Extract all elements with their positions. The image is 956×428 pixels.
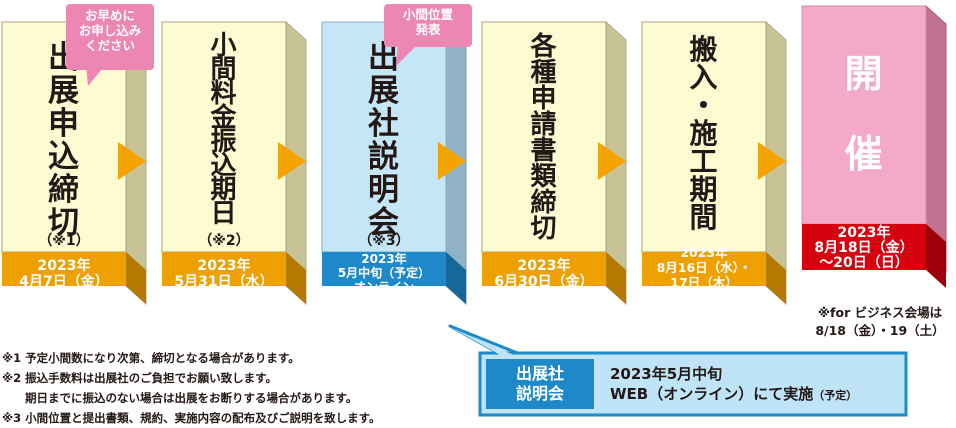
block-shape bbox=[1, 20, 147, 306]
callout-line-2: WEB（オンライン）にて実施（予定） bbox=[610, 385, 858, 403]
footnotes: ※1 予定小間数になり次第、締切となる場合があります。 ※2 振込手数料は出展社… bbox=[2, 348, 381, 428]
step-date: 2023年 8月18日（金） 〜20日（日） bbox=[814, 225, 914, 271]
step-date: 2023年 5月中旬（予定） オンライン bbox=[337, 252, 431, 294]
step-booth-fee-due: 小間料金振込期日 （※2） 2023年 5月31日（水） bbox=[161, 20, 310, 322]
arrow-icon bbox=[758, 142, 786, 180]
step-event: 開催 2023年 8月18日（金） 〜20日（日） bbox=[801, 4, 950, 306]
callout-line-1: 2023年5月中旬 bbox=[610, 365, 723, 383]
callout-shape bbox=[448, 324, 908, 417]
arrow-icon bbox=[438, 142, 466, 180]
step-application-documents-deadline: 各種申請書類締切 2023年 6月30日（金） bbox=[481, 20, 630, 322]
step-note: （※2） bbox=[198, 233, 250, 249]
callout-label: 出展社 説明会 bbox=[515, 364, 564, 403]
step-exhibitor-briefing: 出展社説明会 （※3） 2023年 5月中旬（予定） オンライン bbox=[321, 20, 470, 322]
block-shape bbox=[161, 20, 307, 306]
bubble-tail bbox=[396, 44, 418, 66]
step-date: 2023年 8月16日（水）・ 17日（木） bbox=[656, 245, 752, 290]
block-shape bbox=[481, 20, 627, 306]
block-shape bbox=[801, 4, 947, 288]
step-title: 開催 bbox=[844, 52, 884, 176]
footnote-3: ※3 小間位置と提出書類、規約、実施内容の配布及びご説明を致します。 bbox=[2, 411, 381, 425]
step-title: 各種申請書類締切 bbox=[530, 32, 558, 244]
step-date: 2023年 4月7日（金） bbox=[19, 258, 109, 290]
footnote-2-cont: 期日までに振込のない場合は出展をお断りする場合があります。 bbox=[2, 391, 358, 405]
step-note: （※1） bbox=[38, 233, 90, 249]
step-title: 出展社説明会 bbox=[368, 40, 400, 241]
block-shape bbox=[321, 20, 467, 306]
business-venue-note: ※for ビジネス会場は 8/18（金）・19（土） bbox=[815, 305, 945, 338]
block-shape bbox=[641, 20, 787, 306]
step-note: （※3） bbox=[358, 233, 410, 249]
booth-position-bubble: 小間位置 発表 bbox=[384, 4, 472, 47]
arrow-icon bbox=[278, 142, 306, 180]
step-title: 小間料金振込期日 bbox=[210, 31, 238, 229]
step-move-in-construction: 搬入・施工期間 2023年 8月16日（水）・ 17日（木） bbox=[641, 20, 790, 322]
footnote-2: ※2 振込手数料は出展社のご負担でお願い致します。 bbox=[2, 371, 278, 385]
step-date: 2023年 6月30日（金） bbox=[494, 258, 594, 290]
step-date: 2023年 5月31日（水） bbox=[174, 258, 274, 290]
step-title: 搬入・施工期間 bbox=[689, 33, 719, 234]
callout-text: 2023年5月中旬 WEB（オンライン）にて実施（予定） bbox=[610, 364, 910, 406]
arrow-icon bbox=[118, 142, 146, 180]
footnote-1: ※1 予定小間数になり次第、締切となる場合があります。 bbox=[2, 351, 300, 365]
arrow-icon bbox=[598, 142, 626, 180]
early-apply-bubble: お早めに お申し込み ください bbox=[66, 4, 154, 70]
